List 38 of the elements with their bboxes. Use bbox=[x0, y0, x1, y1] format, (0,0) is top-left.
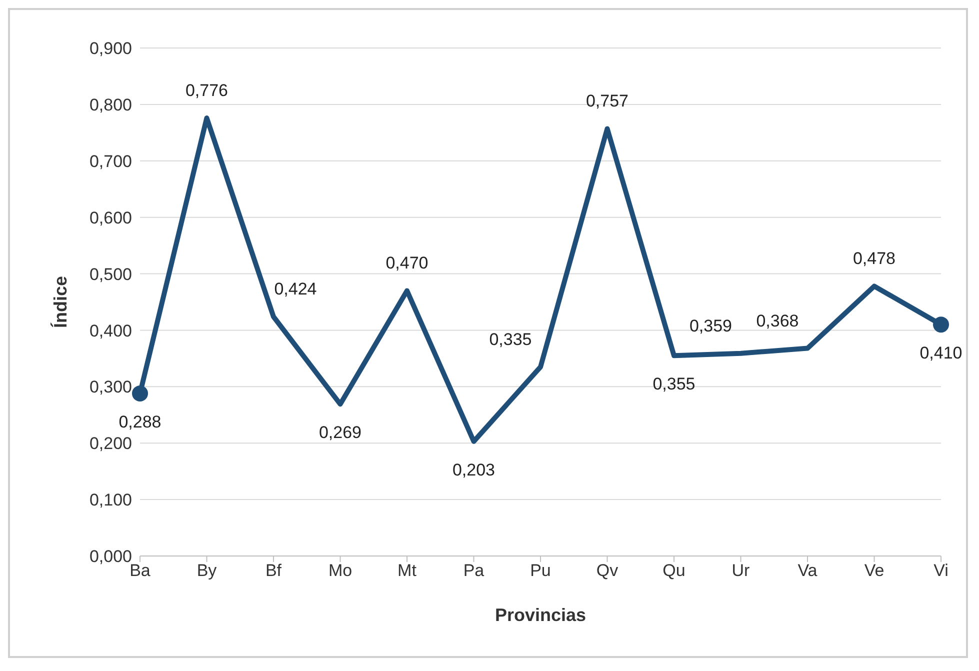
data-label: 0,757 bbox=[586, 92, 629, 111]
y-axis-title: Índice bbox=[50, 276, 70, 328]
x-tick-label: Ba bbox=[130, 561, 151, 580]
data-label: 0,424 bbox=[274, 280, 317, 299]
y-tick-label: 0,600 bbox=[89, 208, 132, 228]
x-axis-title: Provincias bbox=[494, 605, 586, 625]
data-label: 0,269 bbox=[318, 423, 362, 442]
y-tick-label: 0,300 bbox=[89, 378, 132, 397]
x-tick-label: Ve bbox=[864, 561, 884, 580]
x-tick-label: Vi bbox=[934, 561, 948, 580]
y-tick-label: 0,000 bbox=[89, 547, 132, 566]
x-tick-label: Qu bbox=[662, 561, 686, 580]
data-label: 0,203 bbox=[452, 460, 496, 480]
x-tick-label: Pa bbox=[463, 561, 485, 580]
data-label: 0,478 bbox=[852, 249, 896, 268]
data-label: 0,335 bbox=[489, 330, 532, 349]
data-label: 0,776 bbox=[185, 80, 228, 100]
data-label: 0,368 bbox=[756, 311, 799, 330]
x-tick-label: Va bbox=[798, 561, 818, 580]
data-label: 0,470 bbox=[386, 254, 428, 273]
data-label: 0,288 bbox=[118, 412, 162, 432]
y-tick-label: 0,200 bbox=[89, 434, 132, 454]
data-label: 0,355 bbox=[652, 374, 696, 394]
y-tick-label: 0,800 bbox=[89, 95, 132, 114]
y-tick-label: 0,400 bbox=[89, 321, 132, 340]
x-tick-label: Ur bbox=[732, 561, 750, 580]
y-tick-label: 0,700 bbox=[89, 152, 132, 171]
x-tick-label: Bf bbox=[265, 561, 282, 580]
x-tick-label: Qv bbox=[596, 561, 619, 580]
x-tick-label: Mo bbox=[328, 561, 352, 580]
y-tick-label: 0,500 bbox=[89, 264, 132, 284]
data-label: 0,410 bbox=[920, 344, 962, 363]
y-tick-label: 0,900 bbox=[89, 39, 132, 58]
x-tick-label: Pu bbox=[530, 561, 551, 580]
x-tick-label: Mt bbox=[398, 561, 417, 580]
x-tick-label: By bbox=[196, 561, 218, 580]
y-tick-label: 0,100 bbox=[89, 490, 132, 510]
data-label: 0,359 bbox=[689, 316, 732, 336]
